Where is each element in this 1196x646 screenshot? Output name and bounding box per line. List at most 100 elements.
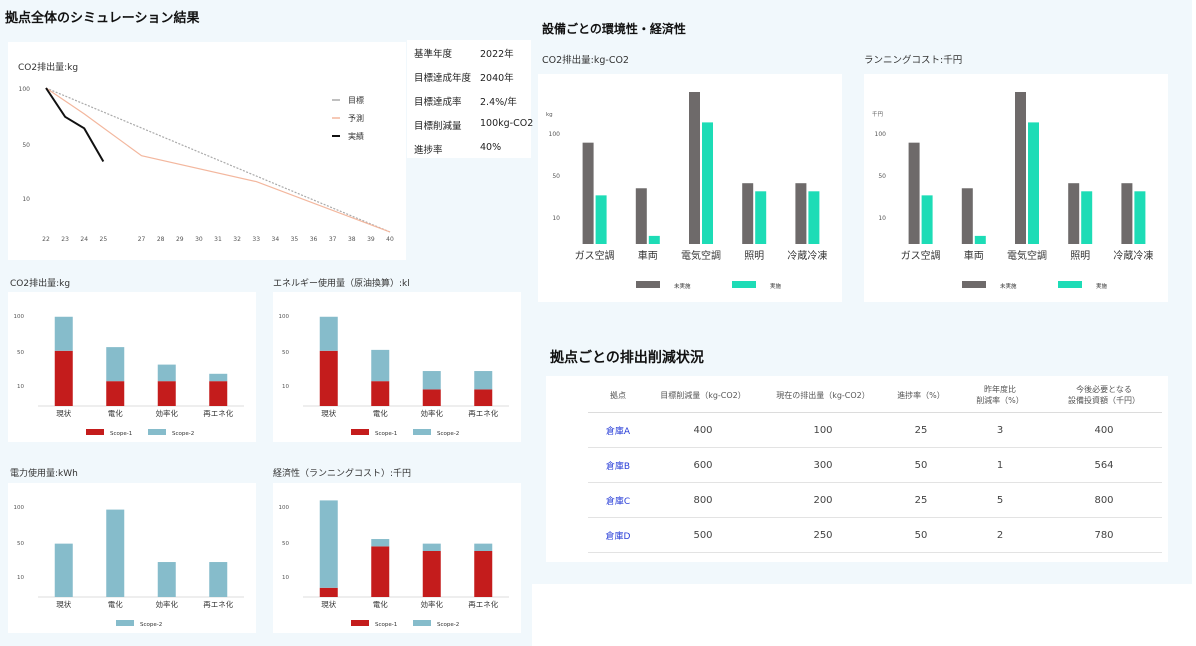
table-row: 倉庫C 800 200 25 5 800 [588, 482, 1162, 518]
bar-done [648, 235, 660, 244]
legend-label: 実施 [1096, 282, 1108, 290]
site-table-title: 拠点ごとの排出削減状況 [550, 350, 704, 366]
x-tick-label: 現状 [56, 599, 71, 609]
y-tick-label: 50 [878, 173, 886, 180]
x-tick-label: 照明 [1070, 250, 1090, 262]
legend-swatch [148, 429, 166, 435]
bar-done [1028, 122, 1039, 244]
x-tick-label: 39 [367, 236, 375, 243]
co2-scope-card [8, 292, 256, 442]
summary-value: 100kg-CO2 [480, 118, 534, 129]
legend-swatch [636, 281, 660, 288]
legend-swatch [1058, 281, 1082, 288]
chart-title-co2-scope: CO2排出量:kg [10, 279, 71, 289]
bar-scope1 [371, 381, 390, 406]
bar-scope1 [106, 381, 125, 406]
chart-title-trend: CO2排出量:kg [18, 63, 79, 73]
summary-value: 2.4%/年 [480, 97, 517, 108]
bar-done [974, 235, 986, 244]
x-tick-label: 効率化 [421, 599, 444, 609]
table-cell: 564 [1046, 447, 1162, 483]
legend-swatch [116, 620, 134, 626]
table-cell: 400 [1046, 412, 1162, 448]
table-cell: 600 [648, 447, 758, 483]
energy-card [273, 292, 521, 442]
bar-not_done [961, 188, 973, 244]
chart-title-energy: エネルギー使用量（原油換算）:kl [273, 279, 410, 289]
bar-done [808, 191, 820, 244]
bar-scope2 [319, 316, 338, 351]
chart-title-equip-co2: CO2排出量:kg-CO2 [542, 55, 629, 66]
bar-scope2 [157, 562, 176, 597]
summary-label: 目標達成率 [414, 97, 462, 108]
bar-scope1 [157, 381, 176, 406]
x-tick-label: 22 [42, 236, 50, 243]
x-tick-label: ガス空調 [901, 249, 941, 262]
table-header-cell: 昨年度比 削減率（%） [954, 378, 1046, 413]
series-line-target [45, 87, 391, 233]
x-tick-label: 車両 [638, 249, 658, 262]
chart-title-equip-cost: ランニングコスト:千円 [864, 55, 963, 66]
legend-swatch [351, 429, 369, 435]
y-tick-label: 50 [17, 541, 24, 547]
site-table: 拠点 目標削減量（kg-CO2） 現在の排出量（kg-CO2） 進捗率（%） 昨年度比 … [588, 378, 1162, 553]
table-cell: 800 [648, 482, 758, 518]
y-tick-label: 10 [17, 384, 24, 390]
trend-line-chart: 100 50 10 22 23 24 25 27 28 29 30 31 32 33 34 35 36 37 38 3… [19, 86, 394, 243]
site-name-link[interactable]: 倉庫C [588, 482, 648, 518]
table-row: 倉庫D 500 250 50 2 780 [588, 517, 1162, 553]
legend-label: 実施 [770, 282, 782, 290]
bar-done [755, 191, 767, 244]
table-cell: 400 [648, 412, 758, 448]
bar-scope2 [106, 509, 125, 597]
bar-scope2 [54, 316, 73, 351]
y-tick-label: 100 [14, 314, 25, 320]
y-tick-label: 10 [17, 575, 24, 581]
x-tick-label: ガス空調 [575, 249, 615, 262]
x-tick-label: 効率化 [156, 599, 179, 609]
x-tick-label: 再エネ化 [468, 599, 498, 609]
bar-done [595, 195, 607, 244]
bar-scope1 [371, 546, 390, 597]
site-name-link[interactable]: 倉庫D [588, 517, 648, 553]
y-tick-label: 100 [19, 86, 31, 93]
summary-label: 目標達成年度 [414, 73, 472, 84]
bar-done [921, 195, 933, 244]
x-tick-label: 再エネ化 [203, 599, 233, 609]
bar-not_done [1015, 92, 1026, 244]
bar-scope2 [422, 371, 441, 390]
series-line-forecast [45, 87, 391, 233]
bar-scope1 [422, 551, 441, 597]
bar-scope1 [319, 587, 338, 597]
power-bar-chart: 100 50 10 現状 電化 効率化 再エネ化 Scope-2 [14, 505, 244, 628]
x-tick-label: 33 [252, 236, 260, 243]
x-tick-label: 32 [233, 236, 241, 243]
x-tick-label: 電気空調 [681, 249, 721, 262]
table-cell: 500 [648, 517, 758, 553]
x-tick-label: 電化 [373, 408, 388, 418]
y-tick-label: 50 [282, 541, 289, 547]
legend-swatch [413, 429, 431, 435]
x-tick-label: 35 [291, 236, 299, 243]
y-unit-label: 千円 [872, 110, 884, 118]
bar-scope2 [106, 347, 125, 382]
y-tick-label: 50 [282, 350, 289, 356]
bar-scope1 [209, 381, 228, 406]
y-tick-label: 10 [282, 575, 289, 581]
legend-label: Scope-2 [437, 622, 459, 628]
site-name-link[interactable]: 倉庫B [588, 447, 648, 483]
x-tick-label: 車両 [964, 249, 984, 262]
bar-done [1081, 191, 1093, 244]
table-cell: 780 [1046, 517, 1162, 553]
chart-title-power: 電力使用量:kWh [10, 469, 78, 479]
x-tick-label: 効率化 [156, 408, 179, 418]
table-cell: 800 [1046, 482, 1162, 518]
legend-label: Scope-1 [375, 622, 397, 628]
legend-swatch [86, 429, 104, 435]
left-section-title: 拠点全体のシミュレーション結果 [5, 11, 200, 26]
bar-scope2 [209, 373, 228, 382]
site-name-link[interactable]: 倉庫A [588, 412, 648, 448]
bar-scope1 [474, 551, 493, 597]
table-header-cell: 進捗率（%） [888, 378, 954, 413]
